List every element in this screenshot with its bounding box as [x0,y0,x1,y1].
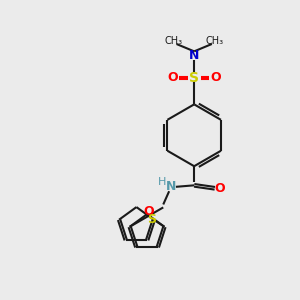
Text: S: S [189,71,199,85]
Text: O: O [210,71,221,84]
Text: N: N [165,180,176,193]
Text: CH₃: CH₃ [164,36,183,46]
Text: CH₃: CH₃ [206,36,224,46]
Text: H: H [158,176,166,187]
Text: O: O [143,205,154,218]
Text: S: S [147,213,156,226]
Text: N: N [189,49,200,62]
Text: O: O [215,182,225,195]
Text: O: O [168,71,178,84]
